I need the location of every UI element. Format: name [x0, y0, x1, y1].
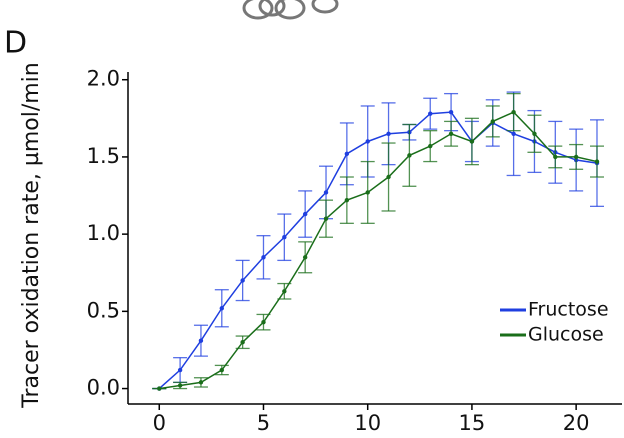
data-point: [302, 255, 308, 260]
y-tick-label: 1.5: [87, 144, 120, 168]
data-point: [386, 174, 391, 180]
data-point: [198, 380, 204, 385]
x-tick-label: 5: [257, 411, 270, 435]
data-point: [573, 154, 579, 160]
data-point: [469, 139, 475, 144]
data-point: [177, 367, 183, 373]
data-point: [365, 139, 370, 144]
data-point: [407, 153, 412, 158]
data-point: [344, 151, 350, 157]
data-point: [594, 159, 600, 164]
data-point: [261, 255, 266, 260]
data-point: [448, 131, 454, 136]
data-point: [448, 109, 454, 115]
data-point: [157, 386, 162, 391]
data-point: [553, 154, 558, 160]
data-point: [240, 278, 245, 283]
data-point: [428, 143, 433, 149]
data-point: [219, 367, 224, 373]
protein-illustration: [242, 0, 339, 20]
panel-label: D: [4, 26, 27, 61]
data-point: [177, 383, 183, 388]
data-point: [428, 111, 433, 116]
y-axis-label: Tracer oxidation rate, µmol/min: [19, 62, 44, 408]
data-point: [490, 119, 495, 124]
data-point: [386, 131, 391, 136]
data-point: [532, 131, 537, 136]
data-point: [282, 289, 287, 294]
data-point: [282, 235, 287, 240]
x-tick-label: 0: [153, 411, 166, 435]
x-tick-label: 20: [563, 411, 590, 435]
x-tick-label: 15: [459, 411, 486, 435]
data-point: [344, 197, 350, 203]
data-point: [323, 216, 329, 221]
y-tick-label: 0.0: [87, 376, 120, 400]
data-point: [365, 190, 370, 195]
y-tick-label: 1.0: [87, 221, 120, 245]
data-point: [240, 340, 245, 345]
series-line: [159, 111, 598, 390]
data-point: [219, 306, 224, 311]
data-point: [323, 190, 329, 195]
data-point: [261, 319, 266, 325]
y-tick-label: 0.5: [87, 298, 120, 322]
x-tick-label: 10: [354, 411, 381, 435]
data-point: [302, 211, 308, 217]
legend-label: Fructose: [528, 299, 609, 321]
legend-label: Glucose: [528, 324, 604, 346]
data-point: [198, 338, 204, 343]
data-point: [511, 109, 516, 115]
data-point: [511, 131, 516, 136]
series-line: [158, 111, 598, 390]
y-tick-label: 2.0: [87, 67, 120, 91]
